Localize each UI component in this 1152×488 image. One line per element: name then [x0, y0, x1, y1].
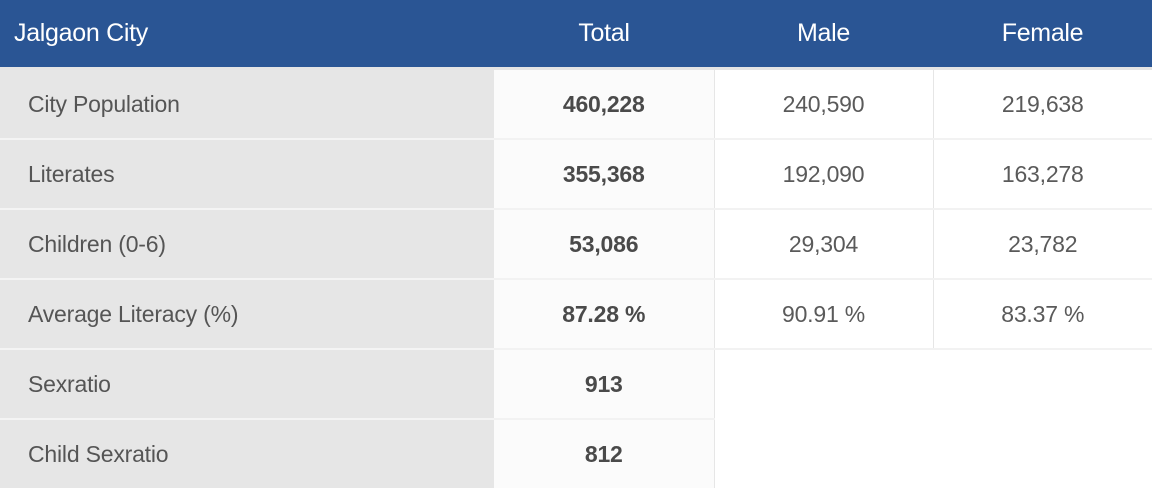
total-cell: 53,086: [494, 209, 714, 279]
row-label: Average Literacy (%): [0, 279, 494, 349]
header-female: Female: [933, 0, 1152, 69]
table-row: City Population 460,228 240,590 219,638: [0, 69, 1152, 140]
table-row: Children (0-6) 53,086 29,304 23,782: [0, 209, 1152, 279]
male-cell: 29,304: [714, 209, 933, 279]
total-cell: 460,228: [494, 69, 714, 140]
table-row: Child Sexratio 812: [0, 419, 1152, 488]
female-cell: 23,782: [933, 209, 1152, 279]
table-row: Average Literacy (%) 87.28 % 90.91 % 83.…: [0, 279, 1152, 349]
female-cell: 219,638: [933, 69, 1152, 140]
header-row: Jalgaon City Total Male Female: [0, 0, 1152, 69]
table-row: Sexratio 913: [0, 349, 1152, 419]
empty-cell: [714, 419, 933, 488]
male-cell: 192,090: [714, 139, 933, 209]
row-label: City Population: [0, 69, 494, 140]
table-row: Literates 355,368 192,090 163,278: [0, 139, 1152, 209]
row-label: Literates: [0, 139, 494, 209]
header-total: Total: [494, 0, 714, 69]
header-male: Male: [714, 0, 933, 69]
row-label: Children (0-6): [0, 209, 494, 279]
total-cell: 87.28 %: [494, 279, 714, 349]
header-city: Jalgaon City: [0, 0, 494, 69]
table-body: City Population 460,228 240,590 219,638 …: [0, 69, 1152, 488]
empty-cell: [714, 349, 933, 419]
empty-cell: [933, 349, 1152, 419]
row-label: Sexratio: [0, 349, 494, 419]
total-cell: 355,368: [494, 139, 714, 209]
total-cell: 812: [494, 419, 714, 488]
male-cell: 90.91 %: [714, 279, 933, 349]
row-label: Child Sexratio: [0, 419, 494, 488]
female-cell: 83.37 %: [933, 279, 1152, 349]
male-cell: 240,590: [714, 69, 933, 140]
female-cell: 163,278: [933, 139, 1152, 209]
empty-cell: [933, 419, 1152, 488]
table-header: Jalgaon City Total Male Female: [0, 0, 1152, 69]
total-cell: 913: [494, 349, 714, 419]
